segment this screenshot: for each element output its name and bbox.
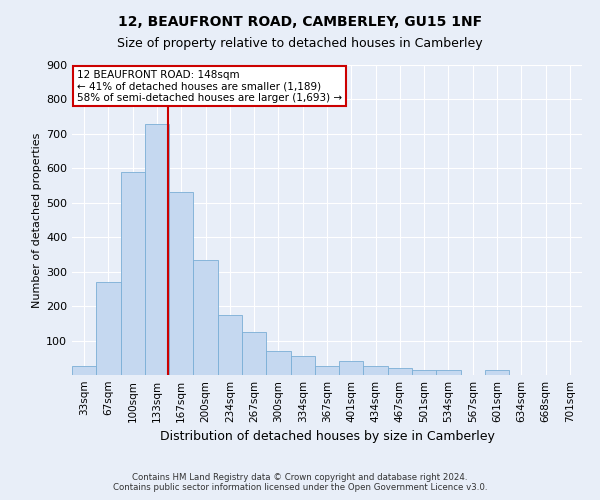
Bar bbox=[218, 314, 242, 375]
Bar bbox=[364, 366, 388, 375]
Text: Size of property relative to detached houses in Camberley: Size of property relative to detached ho… bbox=[117, 38, 483, 51]
X-axis label: Distribution of detached houses by size in Camberley: Distribution of detached houses by size … bbox=[160, 430, 494, 444]
Bar bbox=[266, 351, 290, 375]
Bar bbox=[315, 366, 339, 375]
Y-axis label: Number of detached properties: Number of detached properties bbox=[32, 132, 42, 308]
Bar bbox=[121, 172, 145, 375]
Bar bbox=[339, 361, 364, 375]
Text: Contains HM Land Registry data © Crown copyright and database right 2024.
Contai: Contains HM Land Registry data © Crown c… bbox=[113, 473, 487, 492]
Bar bbox=[96, 282, 121, 375]
Text: 12, BEAUFRONT ROAD, CAMBERLEY, GU15 1NF: 12, BEAUFRONT ROAD, CAMBERLEY, GU15 1NF bbox=[118, 15, 482, 29]
Bar bbox=[72, 366, 96, 375]
Bar bbox=[242, 332, 266, 375]
Bar bbox=[169, 192, 193, 375]
Bar bbox=[485, 370, 509, 375]
Bar bbox=[193, 260, 218, 375]
Bar bbox=[436, 370, 461, 375]
Bar bbox=[145, 124, 169, 375]
Bar bbox=[412, 370, 436, 375]
Bar bbox=[388, 368, 412, 375]
Bar bbox=[290, 356, 315, 375]
Text: 12 BEAUFRONT ROAD: 148sqm
← 41% of detached houses are smaller (1,189)
58% of se: 12 BEAUFRONT ROAD: 148sqm ← 41% of detac… bbox=[77, 70, 342, 103]
